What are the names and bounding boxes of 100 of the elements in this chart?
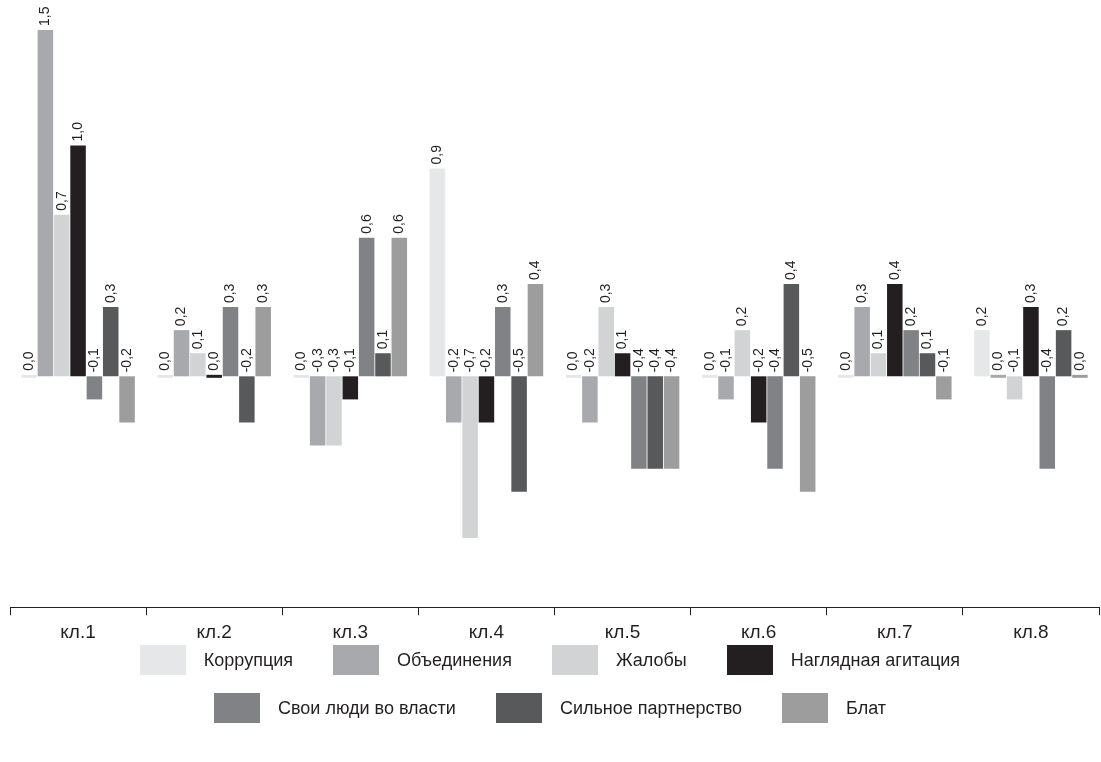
bar [119,376,135,423]
bar [86,376,103,400]
data-label: 0,3 [1021,283,1038,304]
bar [511,376,527,492]
data-label: 0,1 [869,329,886,350]
data-label: 0,3 [101,283,118,304]
legend-label: Блат [846,697,886,719]
bar [734,330,751,377]
x-tick-label: кл.8 [1013,620,1049,642]
bar [887,283,903,377]
data-label: 0,3 [221,283,238,304]
bar [854,307,870,377]
data-label: 0,2 [902,306,919,327]
bar [767,376,783,469]
bar [870,353,887,377]
data-label: -0,2 [237,347,254,373]
bar [903,330,919,377]
data-label: -0,2 [749,347,766,373]
bar [799,376,816,492]
bar [222,307,239,377]
data-label: 0,0 [989,351,1006,371]
data-label: -0,1 [85,347,102,373]
bar [783,283,800,377]
bar [309,376,326,446]
x-tick-label: кл.5 [604,620,641,642]
data-label: 0,1 [613,329,630,350]
data-label: 0,1 [188,329,205,350]
legend-label: Свои люди во власти [277,697,456,719]
bar [102,307,119,377]
bar [375,353,391,377]
data-label: 0,9 [428,144,445,165]
data-label: -0,7 [460,347,477,373]
bar [663,376,680,469]
bar [1055,330,1072,377]
data-label: 1,5 [36,6,53,26]
data-label: 1,0 [68,121,85,142]
data-label: 0,0 [1070,351,1087,371]
data-label: 0,4 [526,260,543,280]
data-label: 0,2 [172,306,189,327]
bar [974,330,990,377]
data-label: 0,6 [357,214,374,234]
data-label: -0,4 [629,347,646,373]
bar [239,376,255,423]
data-label: 0,0 [292,351,309,371]
bar [631,376,647,469]
data-label: -0,1 [934,347,951,373]
data-label: -0,4 [1038,347,1055,373]
bar [1006,376,1023,400]
bar [391,237,408,377]
data-label: -0,5 [798,347,815,373]
legend-label: Коррупция [203,649,294,671]
data-label: 0,7 [52,191,69,211]
data-label: 0,2 [733,306,750,327]
bar [478,376,495,423]
legend-label: Сильное партнерство [559,697,743,719]
x-tick-label: кл.4 [468,620,505,642]
data-label: 0,0 [19,351,36,371]
bar [358,237,375,377]
bar [936,376,952,400]
bar [1039,376,1056,469]
bar [495,307,511,377]
x-tick-label: кл.6 [740,620,777,642]
data-label: 0,3 [853,283,869,304]
bar [446,376,462,423]
bar [37,30,54,377]
bar [326,376,342,446]
bar [527,283,544,377]
bar [255,307,271,377]
bar [614,353,631,377]
data-label: -0,2 [477,347,494,373]
data-label: -0,2 [117,347,134,373]
data-label: 0,1 [918,329,935,350]
x-tick-label: кл.3 [332,620,369,642]
data-label: 0,0 [700,351,717,371]
data-label: -0,3 [324,347,341,373]
data-label: -0,1 [1005,347,1022,373]
data-label: 0,0 [836,351,853,371]
bar [647,376,663,469]
data-label: 0,3 [493,283,510,304]
data-label: -0,1 [341,347,358,373]
data-label: 0,0 [156,351,173,371]
data-label: -0,4 [765,347,782,373]
bar [1023,307,1039,377]
bar [750,376,767,423]
bar [190,353,206,377]
data-label: 0,0 [205,351,222,371]
data-label: 0,1 [373,329,390,350]
bar [718,376,734,400]
data-label: -0,4 [646,347,663,373]
data-label: -0,2 [444,347,461,373]
data-label: -0,4 [662,347,679,373]
legend-label: Объединения [397,649,512,671]
data-label: -0,3 [308,347,325,373]
data-label: 0,2 [1054,306,1071,327]
data-label: 0,0 [564,351,581,371]
bar [598,307,614,377]
legend-label: Наглядная агитация [790,649,961,671]
bar [462,376,478,538]
legend-label: Жалобы [615,649,687,671]
data-label: 0,4 [885,260,902,280]
